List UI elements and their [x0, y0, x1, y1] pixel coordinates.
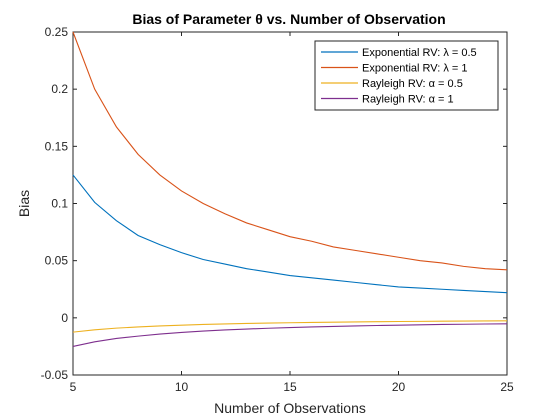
legend-entry: Rayleigh RV: α = 1: [362, 94, 454, 106]
legend-entry: Exponential RV: λ = 1: [362, 63, 467, 75]
y-tick-label: 0.1: [51, 197, 68, 211]
axis-ticks: 5 10 15 20 25 -0.05 0 0.05 0.1 0.15 0.2 0.25: [41, 25, 514, 394]
x-tick-label: 15: [283, 380, 297, 394]
x-tick-label: 10: [175, 380, 189, 394]
y-tick-label: 0: [61, 311, 68, 325]
series-line-1: [72, 174, 508, 294]
x-tick-label: 20: [392, 380, 406, 394]
y-axis-label: Bias: [16, 190, 32, 217]
y-tick-label: 0.25: [45, 25, 69, 39]
x-tick-label: 5: [70, 380, 77, 394]
legend: Exponential RV: λ = 0.5 Exponential RV: λ…: [314, 40, 499, 111]
series-line-2: [72, 31, 508, 271]
series-lines: [72, 31, 508, 347]
legend-entry: Rayleigh RV: α = 0.5: [362, 78, 463, 90]
x-tick-label: 25: [500, 380, 514, 394]
y-tick-label: 0.2: [51, 82, 68, 96]
x-axis-label: Number of Observations: [214, 400, 366, 416]
legend-entry: Exponential RV: λ = 0.5: [362, 47, 477, 59]
chart-title: Bias of Parameter θ vs. Number of Observ…: [132, 11, 445, 27]
series-line-4: [72, 323, 508, 347]
y-tick-label: 0.05: [45, 254, 69, 268]
y-tick-label: -0.05: [41, 368, 69, 382]
y-tick-label: 0.15: [45, 139, 69, 153]
series-line-3: [72, 320, 508, 333]
